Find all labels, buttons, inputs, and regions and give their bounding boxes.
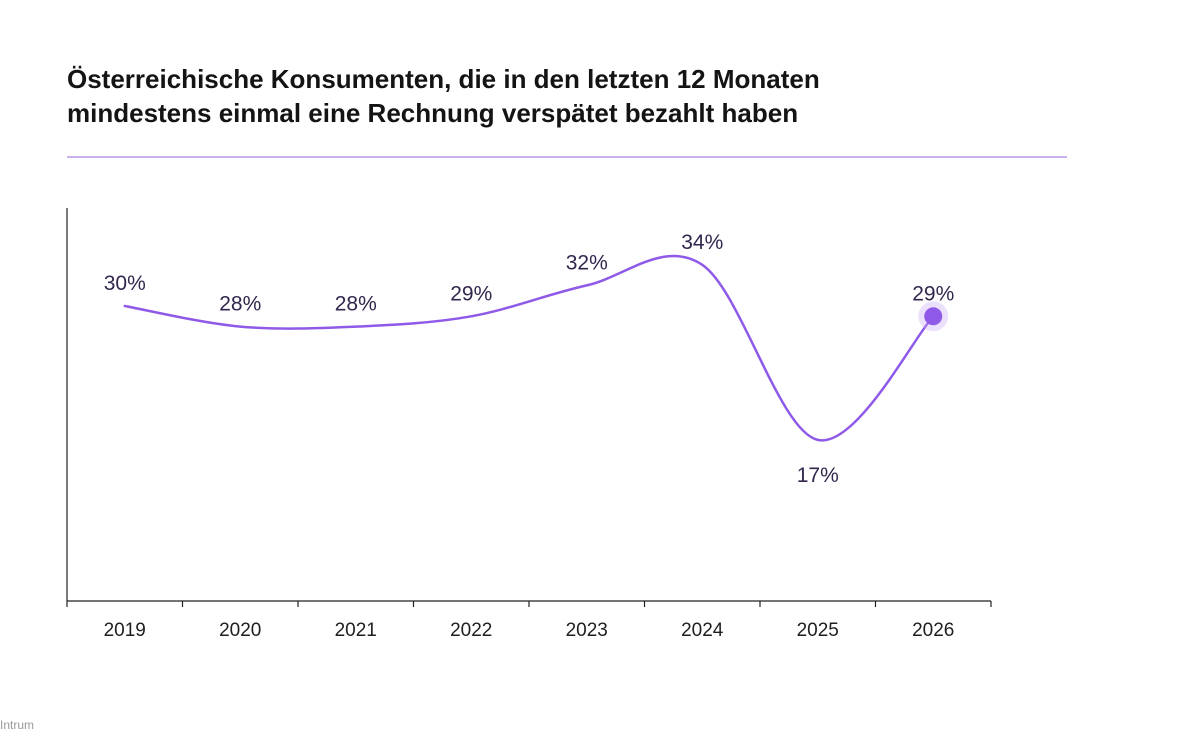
highlight-point [924,307,943,326]
title-divider [67,156,1067,158]
data-label-2024: 34% [681,231,723,254]
source-label: Intrum [0,718,35,732]
data-label-2022: 29% [450,282,492,305]
data-label-2020: 28% [219,293,261,316]
data-label-2026: 29% [912,282,954,305]
x-tick-label-2025: 2025 [797,620,839,641]
x-tick-label-2026: 2026 [912,620,954,641]
chart-title-line-1: Österreichische Konsumenten, die in den … [67,64,820,94]
x-tick-label-2020: 2020 [219,620,261,641]
x-tick-label-2021: 2021 [335,620,377,641]
data-label-2021: 28% [335,293,377,316]
chart-title: Österreichische Konsumenten, die in den … [67,62,1067,130]
data-label-2019: 30% [104,272,146,295]
x-tick-label-2019: 2019 [104,620,146,641]
data-label-2023: 32% [566,251,608,274]
chart-title-line-2: mindestens einmal eine Rechnung verspäte… [67,98,799,128]
x-tick-label-2024: 2024 [681,620,724,641]
series-line [123,254,935,442]
x-tick-label-2023: 2023 [566,620,608,641]
data-label-2025: 17% [797,464,839,487]
x-tick-label-2022: 2022 [450,620,492,641]
